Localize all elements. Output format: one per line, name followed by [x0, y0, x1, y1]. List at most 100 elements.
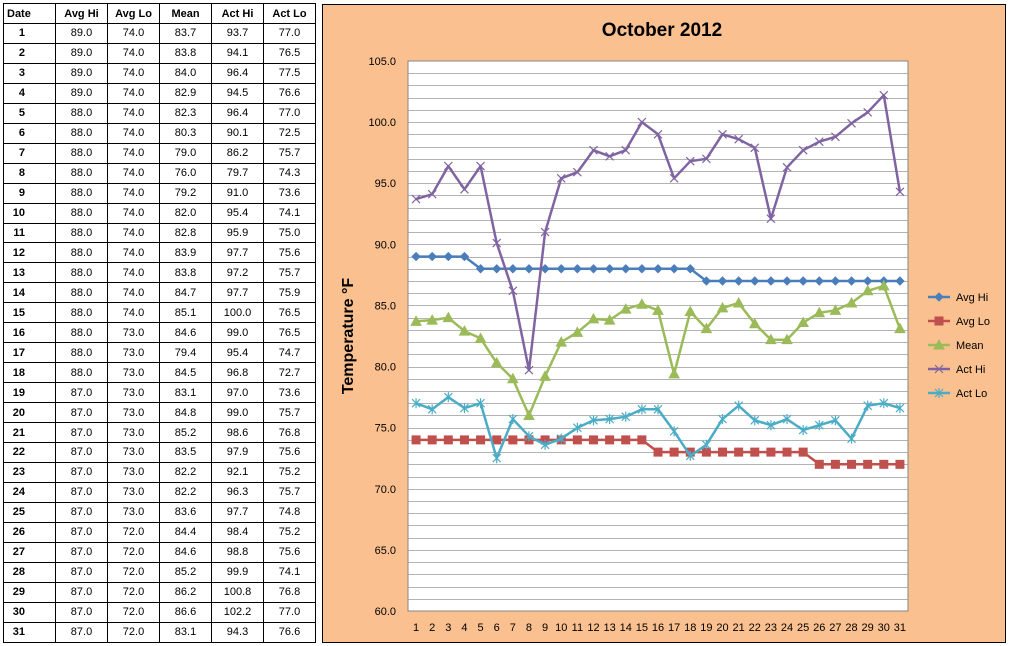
- y-tick-label: 100.0: [368, 117, 396, 129]
- table-row: 14 88.0 74.0 84.7 97.7 75.9: [3, 282, 316, 304]
- table-cell-value: 88.0: [55, 182, 108, 204]
- table-cell-value: 97.7: [211, 242, 264, 264]
- table-cell-value: 97.2: [211, 262, 264, 284]
- data-point-act-hi: [782, 162, 792, 172]
- table-cell-value: 72.0: [107, 601, 160, 623]
- x-tick-label: 1: [413, 622, 419, 634]
- table-cell-value: 87.0: [55, 541, 108, 563]
- table-cell-value: 74.1: [263, 561, 316, 583]
- table-cell-value: 75.7: [263, 481, 316, 503]
- header-mean: Mean: [159, 3, 212, 24]
- header-avg-hi: Avg Hi: [55, 3, 108, 24]
- table-cell-value: 84.4: [159, 521, 212, 543]
- table-cell-value: 88.0: [55, 142, 108, 164]
- table-cell-value: 100.0: [211, 302, 264, 324]
- table-cell-value: 94.5: [211, 82, 264, 104]
- data-point-avg-lo: [847, 459, 857, 469]
- data-point-mean: [539, 370, 551, 381]
- table-cell-date: 27: [3, 541, 56, 563]
- table-row: 16 88.0 73.0 84.6 99.0 76.5: [3, 322, 316, 344]
- data-point-mean: [781, 333, 793, 345]
- table-cell-value: 98.6: [211, 422, 264, 444]
- table-cell-value: 87.0: [55, 561, 108, 583]
- data-point-act-hi: [492, 238, 502, 248]
- data-point-avg-hi: [733, 276, 744, 286]
- data-point-mean: [765, 333, 777, 345]
- table-cell-date: 22: [3, 442, 56, 463]
- data-point-mean: [619, 303, 632, 314]
- x-tick-label: 26: [813, 622, 825, 634]
- table-cell-value: 72.5: [263, 122, 316, 144]
- table-cell-value: 88.0: [55, 362, 108, 384]
- table-cell-value: 74.8: [263, 501, 316, 523]
- x-tick-label: 8: [526, 622, 532, 634]
- data-point-act-hi: [508, 286, 518, 296]
- data-point-act-lo: [879, 398, 889, 409]
- table-cell-date: 31: [3, 621, 56, 644]
- table-cell-date: 18: [3, 362, 56, 384]
- x-tick-label: 19: [700, 622, 712, 634]
- data-point-avg-hi: [814, 276, 824, 286]
- table-cell-value: 74.1: [263, 202, 316, 224]
- x-tick-label: 15: [636, 622, 648, 634]
- data-point-mean: [587, 312, 600, 324]
- table-row: 4 89.0 74.0 82.9 94.5 76.6: [3, 82, 316, 104]
- table-cell-value: 94.1: [211, 42, 264, 64]
- data-point-act-lo: [750, 415, 760, 426]
- data-point-act-hi: [895, 187, 905, 197]
- table-cell-value: 74.0: [107, 42, 160, 64]
- table-cell-value: 88.0: [55, 122, 108, 144]
- x-tick-label: 4: [461, 622, 467, 634]
- table-cell-value: 75.9: [263, 282, 316, 304]
- y-tick-label: 60.0: [375, 606, 396, 618]
- table-cell-value: 75.6: [263, 442, 316, 463]
- data-point-act-lo: [476, 398, 486, 409]
- data-point-avg-hi: [492, 264, 502, 274]
- table-cell-date: 8: [3, 162, 56, 184]
- table-cell-date: 5: [3, 102, 56, 124]
- data-point-avg-hi: [717, 276, 728, 286]
- data-point-avg-hi: [572, 264, 583, 274]
- table-row: 7 88.0 74.0 79.0 86.2 75.7: [3, 142, 316, 164]
- data-point-avg-hi: [459, 251, 470, 262]
- table-cell-date: 11: [3, 222, 56, 244]
- table-cell-date: 26: [3, 521, 56, 543]
- y-tick-label: 65.0: [375, 545, 396, 557]
- x-tick-label: 9: [542, 622, 548, 634]
- data-point-avg-lo: [798, 447, 808, 457]
- table-cell-value: 72.0: [107, 561, 160, 583]
- y-tick-label: 80.0: [375, 362, 396, 374]
- data-point-avg-hi: [846, 276, 857, 286]
- table-cell-value: 87.0: [55, 521, 108, 543]
- data-point-avg-hi: [443, 251, 454, 262]
- table-cell-value: 97.7: [211, 282, 264, 304]
- table-cell-value: 74.0: [107, 222, 160, 244]
- data-point-act-hi: [750, 143, 760, 153]
- table-cell-value: 82.2: [159, 461, 212, 483]
- table-row: 18 88.0 73.0 84.5 96.8 72.7: [3, 362, 316, 384]
- data-point-mean: [861, 284, 874, 296]
- table-cell-value: 74.0: [107, 302, 160, 324]
- table-cell-date: 9: [3, 182, 56, 204]
- table-cell-value: 75.2: [263, 521, 316, 543]
- table-cell-value: 75.6: [263, 242, 316, 264]
- legend-label-avg-lo: Avg Lo: [956, 316, 990, 328]
- table-row: 3 89.0 74.0 84.0 96.4 77.5: [3, 62, 316, 84]
- table-cell-value: 76.5: [263, 302, 316, 324]
- data-point-act-lo: [685, 450, 695, 461]
- table-cell-value: 76.5: [263, 42, 316, 64]
- data-point-mean: [845, 296, 858, 308]
- data-point-act-hi: [621, 145, 631, 155]
- data-point-avg-lo: [766, 447, 776, 457]
- table-cell-value: 76.6: [263, 82, 316, 104]
- data-point-avg-lo: [508, 435, 518, 445]
- data-point-act-lo: [863, 400, 873, 411]
- data-point-act-lo: [669, 426, 679, 437]
- y-tick-label: 70.0: [375, 484, 396, 496]
- table-cell-value: 87.0: [55, 501, 108, 523]
- table-cell-value: 75.7: [263, 142, 316, 164]
- table-cell-value: 77.5: [263, 62, 316, 84]
- table-cell-value: 92.1: [211, 461, 264, 483]
- data-point-act-lo: [427, 404, 437, 415]
- data-point-act-lo: [540, 439, 550, 450]
